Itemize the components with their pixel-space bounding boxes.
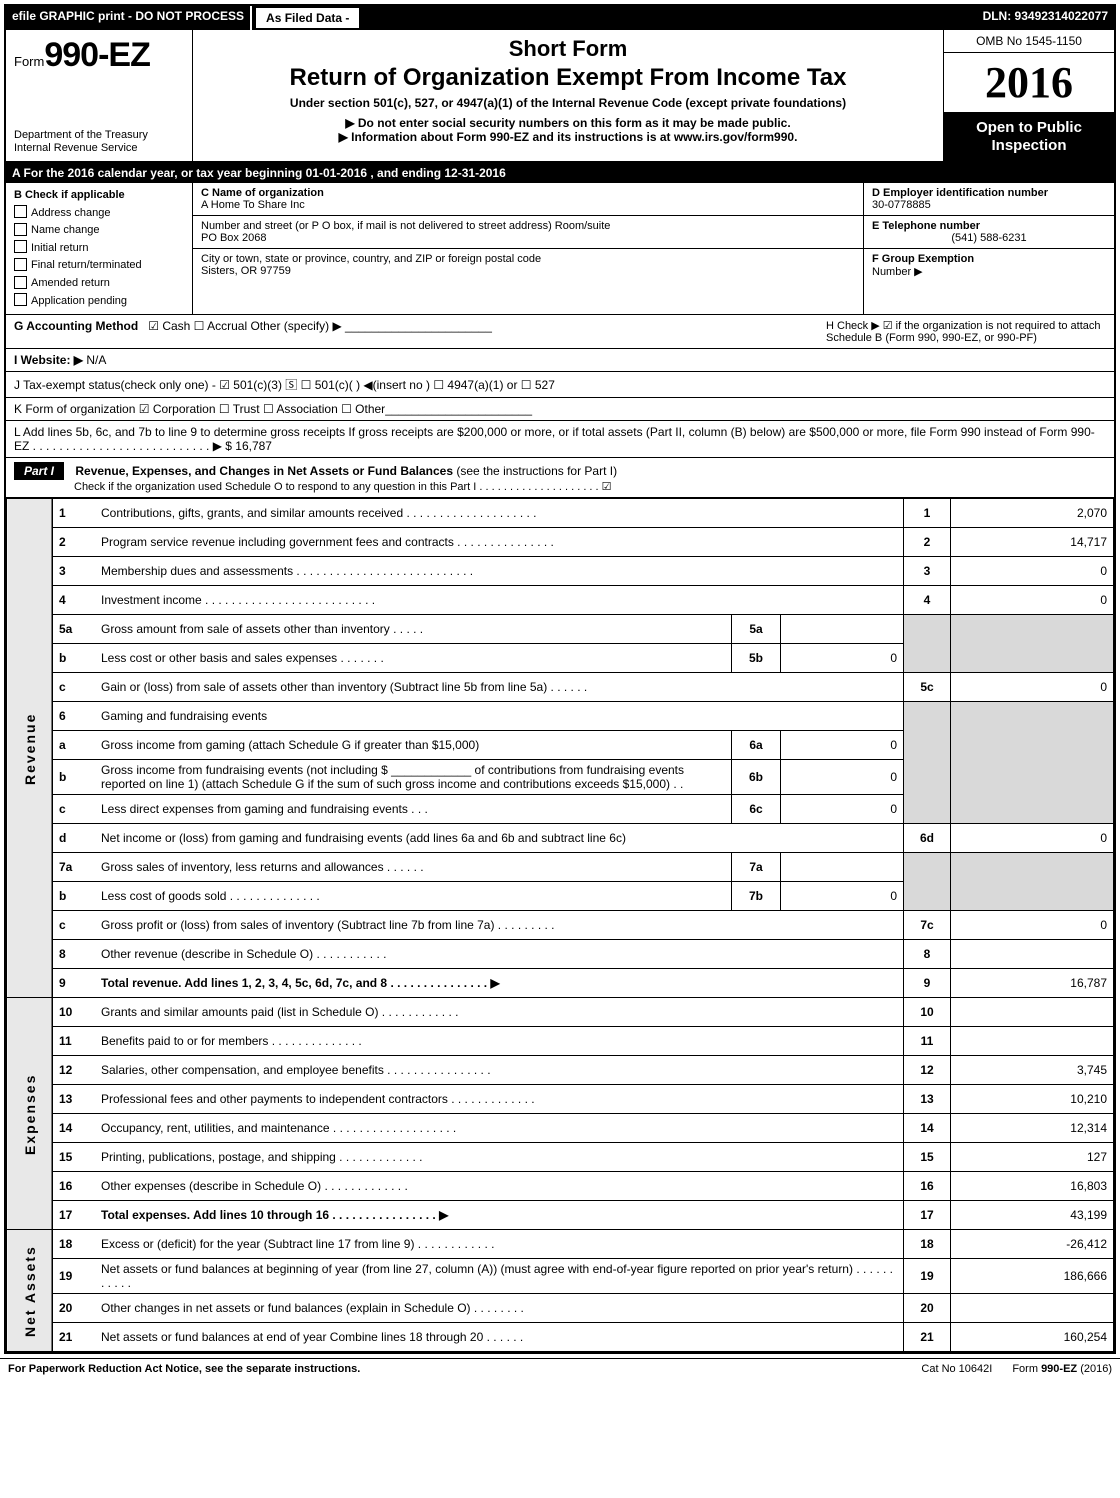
tax-year: 2016 — [944, 53, 1114, 113]
org-name: A Home To Share Inc — [201, 199, 305, 211]
section-b: B Check if applicable Address change Nam… — [6, 183, 193, 314]
footer-left: For Paperwork Reduction Act Notice, see … — [8, 1363, 901, 1375]
header-notes: ▶ Do not enter social security numbers o… — [203, 116, 933, 144]
ein: 30-0778885 — [872, 199, 931, 211]
row-h: H Check ▶ ☑ if the organization is not r… — [826, 319, 1106, 344]
footer-cat: Cat No 10642I — [901, 1363, 1012, 1375]
efile-label: efile GRAPHIC print - DO NOT PROCESS — [6, 6, 252, 30]
as-filed-box: As Filed Data - — [254, 6, 361, 30]
header-row: Form990-EZ Department of the Treasury In… — [6, 30, 1114, 163]
dln: DLN: 93492314022077 — [977, 6, 1114, 30]
part1-table: Revenue 1 Contributions, gifts, grants, … — [6, 498, 1114, 1352]
row-j: J Tax-exempt status(check only one) - ☑ … — [6, 372, 1114, 398]
row-g: G Accounting Method ☑ Cash ☐ Accrual Oth… — [6, 315, 1114, 349]
footer-right: Form 990-EZ (2016) — [1012, 1363, 1112, 1375]
side-expenses: Expenses — [7, 998, 53, 1230]
header-left: Form990-EZ Department of the Treasury In… — [6, 30, 193, 161]
header-right: OMB No 1545-1150 2016 Open to Public Ins… — [943, 30, 1114, 161]
dept-block: Department of the Treasury Internal Reve… — [14, 129, 184, 155]
section-bcd: B Check if applicable Address change Nam… — [6, 183, 1114, 315]
side-net-assets: Net Assets — [7, 1230, 53, 1352]
org-city: Sisters, OR 97759 — [201, 265, 291, 277]
part1-header: Part I Revenue, Expenses, and Changes in… — [6, 458, 1114, 498]
open-to-public: Open to Public Inspection — [944, 113, 1114, 161]
header-center: Short Form Return of Organization Exempt… — [193, 30, 943, 161]
row-a-calendar-year: A For the 2016 calendar year, or tax yea… — [6, 163, 1114, 183]
side-revenue: Revenue — [7, 499, 53, 998]
section-c: C Name of organization A Home To Share I… — [193, 183, 863, 314]
form-990ez: efile GRAPHIC print - DO NOT PROCESS As … — [4, 4, 1116, 1354]
row-l: L Add lines 5b, 6c, and 7b to line 9 to … — [6, 421, 1114, 458]
row-i: I Website: ▶ N/A — [6, 349, 1114, 372]
form-name: Form990-EZ — [14, 36, 184, 75]
efile-top-bar: efile GRAPHIC print - DO NOT PROCESS As … — [6, 6, 1114, 30]
org-street: PO Box 2068 — [201, 232, 266, 244]
short-form-title: Short Form — [203, 36, 933, 62]
footer: For Paperwork Reduction Act Notice, see … — [0, 1358, 1120, 1379]
section-def: D Employer identification number 30-0778… — [863, 183, 1114, 314]
main-title: Return of Organization Exempt From Incom… — [203, 64, 933, 92]
part1-tab: Part I — [14, 462, 64, 480]
subtitle: Under section 501(c), 527, or 4947(a)(1)… — [203, 96, 933, 110]
omb-number: OMB No 1545-1150 — [944, 30, 1114, 53]
telephone: (541) 588-6231 — [872, 232, 1106, 244]
row-k: K Form of organization ☑ Corporation ☐ T… — [6, 398, 1114, 421]
